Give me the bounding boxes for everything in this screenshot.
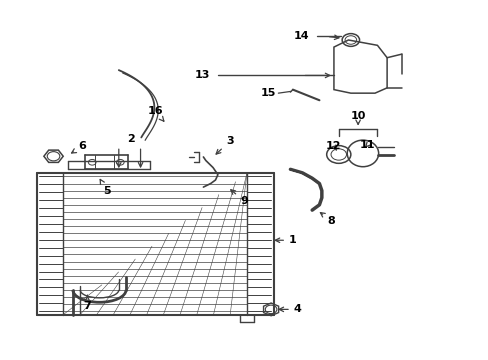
Text: 3: 3 bbox=[216, 136, 233, 154]
Text: 6: 6 bbox=[71, 141, 86, 153]
Text: 4: 4 bbox=[279, 304, 301, 314]
Text: 13: 13 bbox=[194, 71, 209, 80]
Text: 5: 5 bbox=[100, 179, 110, 195]
Text: 10: 10 bbox=[350, 111, 365, 121]
Text: 8: 8 bbox=[320, 213, 335, 226]
Text: 14: 14 bbox=[294, 31, 309, 41]
Text: 12: 12 bbox=[325, 141, 341, 151]
Text: 15: 15 bbox=[260, 88, 275, 98]
Text: 2: 2 bbox=[127, 134, 135, 144]
Text: 9: 9 bbox=[230, 190, 248, 206]
Text: 7: 7 bbox=[83, 295, 91, 311]
Text: 16: 16 bbox=[147, 106, 163, 121]
Text: 1: 1 bbox=[275, 235, 296, 245]
Text: 11: 11 bbox=[359, 140, 375, 149]
